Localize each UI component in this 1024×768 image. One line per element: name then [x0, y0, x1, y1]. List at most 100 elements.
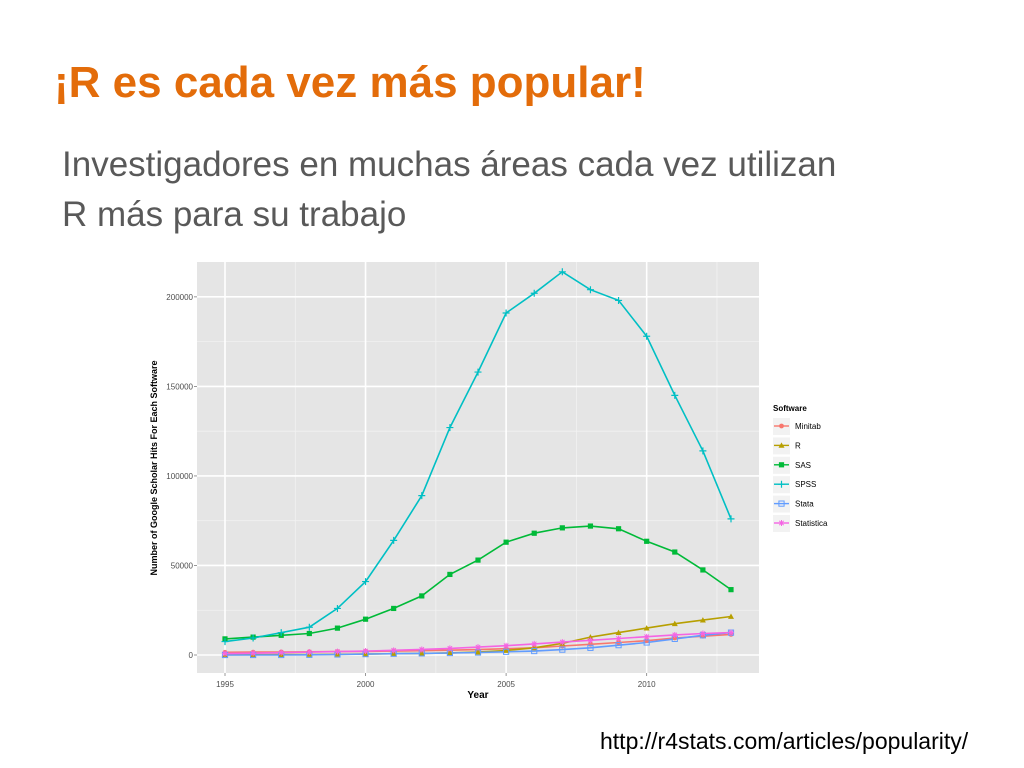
data-point-sas: [644, 538, 650, 544]
legend-marker-statistica: [778, 520, 785, 526]
grid-minor: [197, 262, 759, 673]
data-point-statistica: [728, 629, 734, 636]
legend-marker-sas: [778, 462, 785, 468]
data-point-statistica: [362, 648, 369, 655]
data-point-statistica: [306, 649, 313, 656]
data-point-sas: [503, 539, 509, 545]
slide-subtitle: Investigadores en muchas áreas cada vez …: [62, 140, 982, 240]
data-point-sas: [672, 549, 678, 555]
data-point-sas: [700, 567, 706, 573]
plot-panel: [197, 262, 759, 673]
data-point-r: [699, 617, 706, 623]
data-point-stata: [503, 648, 510, 655]
data-point-sas: [615, 526, 622, 532]
legend-marker-minitab: [779, 423, 784, 429]
data-point-sas: [447, 571, 453, 578]
y-axis-label: Number of Google Scholar Hits For Each S…: [149, 360, 159, 575]
data-point-statistica: [446, 645, 453, 652]
series-points: [221, 268, 735, 659]
data-point-stata: [559, 646, 566, 653]
data-point-statistica: [671, 631, 678, 638]
data-point-r: [503, 647, 510, 653]
data-point-spss: [305, 623, 313, 631]
data-point-stata: [615, 642, 622, 649]
data-point-statistica: [503, 642, 510, 649]
slide-title: ¡R es cada vez más popular!: [54, 58, 646, 107]
data-point-spss: [474, 368, 482, 376]
legend-marker-stata: [778, 500, 785, 507]
data-point-spss: [446, 424, 454, 432]
y-axis: 0 50000 100000 150000 200000: [166, 293, 197, 660]
data-point-r: [418, 650, 425, 656]
data-point-statistica: [615, 635, 622, 642]
data-point-sas: [559, 525, 565, 531]
legend-label-statistica: Statistica: [795, 519, 828, 528]
data-point-statistica: [334, 648, 341, 655]
legend-label-sas: SAS: [795, 461, 811, 470]
data-point-r: [475, 649, 481, 655]
data-point-spss: [333, 604, 341, 612]
data-point-statistica: [222, 650, 228, 657]
data-point-sas: [306, 630, 312, 637]
legend-label-spss: SPSS: [795, 480, 816, 489]
data-point-stata: [643, 639, 650, 646]
data-point-statistica: [699, 630, 706, 637]
data-point-spss: [586, 286, 594, 294]
x-axis-label: Year: [467, 690, 488, 701]
data-point-statistica: [475, 644, 481, 651]
legend-label-stata: Stata: [795, 500, 814, 509]
y-tick-label: 150000: [166, 382, 193, 391]
data-point-statistica: [278, 649, 285, 656]
data-point-sas: [531, 530, 537, 536]
data-point-r: [615, 629, 622, 636]
data-point-statistica: [587, 637, 594, 644]
data-point-spss: [558, 268, 566, 276]
subtitle-line-2: R más para su trabajo: [62, 195, 407, 234]
data-point-statistica: [390, 647, 397, 654]
data-point-r: [643, 625, 650, 631]
data-point-spss: [221, 638, 229, 646]
data-point-r: [390, 650, 397, 657]
legend-title: Software: [773, 404, 807, 413]
data-point-sas: [587, 523, 594, 529]
data-point-spss: [390, 536, 398, 544]
data-point-spss: [671, 391, 679, 399]
data-point-stata: [587, 644, 594, 651]
data-point-r: [671, 620, 678, 627]
data-point-sas: [391, 605, 397, 612]
source-link[interactable]: http://r4stats.com/articles/popularity/: [600, 728, 969, 754]
data-point-spss: [615, 296, 623, 304]
x-tick-label: 1995: [216, 680, 234, 689]
data-point-sas: [362, 616, 369, 622]
data-point-r: [728, 613, 734, 619]
data-point-spss: [502, 309, 510, 317]
y-tick-label: 100000: [166, 472, 193, 481]
data-point-spss: [530, 289, 538, 297]
data-point-statistica: [531, 640, 538, 647]
data-point-spss: [277, 629, 285, 637]
x-tick-label: 2005: [497, 680, 515, 689]
data-point-spss: [362, 578, 370, 586]
data-point-statistica: [418, 646, 425, 653]
data-point-spss: [727, 515, 735, 523]
data-point-sas: [475, 557, 481, 563]
data-point-sas: [334, 625, 341, 631]
data-point-r: [446, 649, 453, 656]
y-tick-label: 0: [189, 651, 194, 660]
legend-marker-r: [778, 442, 785, 448]
y-tick-label: 50000: [171, 561, 194, 570]
x-axis: 1995 2000 2005 2010: [216, 673, 656, 689]
data-point-spss: [643, 332, 651, 340]
data-point-statistica: [559, 639, 566, 646]
data-point-statistica: [250, 650, 257, 657]
subtitle-line-1: Investigadores en muchas áreas cada vez …: [62, 145, 837, 184]
data-point-sas: [419, 593, 425, 599]
data-point-spss: [249, 634, 257, 642]
legend-marker-spss: [778, 480, 785, 488]
data-point-spss: [699, 447, 707, 455]
legend-label-r: R: [795, 441, 801, 450]
data-point-stata: [531, 647, 538, 655]
x-tick-label: 2010: [638, 680, 656, 689]
data-point-spss: [418, 492, 426, 500]
